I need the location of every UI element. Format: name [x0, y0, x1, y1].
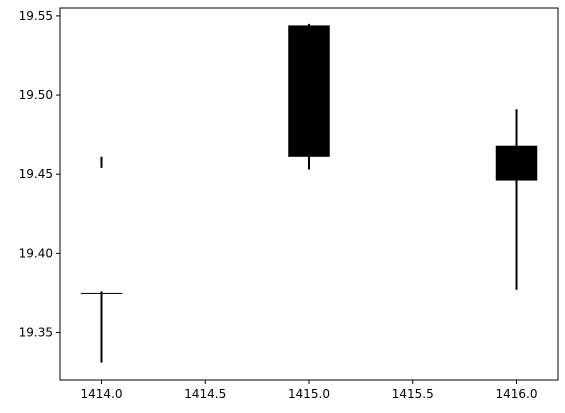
y-tick-label: 19.45	[19, 167, 53, 181]
y-tick-label: 19.35	[19, 326, 53, 340]
x-tick-label: 1415.5	[392, 387, 434, 401]
candle-body-0	[80, 292, 123, 294]
x-tick-label: 1416.0	[496, 387, 538, 401]
y-tick-label: 19.40	[19, 246, 53, 260]
y-axis: 19.35 19.40 19.45 19.50 19.55	[19, 9, 60, 340]
y-tick-label: 19.55	[19, 9, 53, 23]
y-tick-label: 19.50	[19, 88, 53, 102]
candles-layer	[80, 23, 538, 363]
candle-body-1	[288, 25, 330, 157]
x-axis: 1414.0 1414.5 1415.0 1415.5 1416.0	[81, 380, 538, 401]
x-tick-label: 1415.0	[288, 387, 330, 401]
x-tick-label: 1414.5	[184, 387, 226, 401]
candle-body-2	[495, 145, 538, 181]
x-tick-label: 1414.0	[81, 387, 123, 401]
